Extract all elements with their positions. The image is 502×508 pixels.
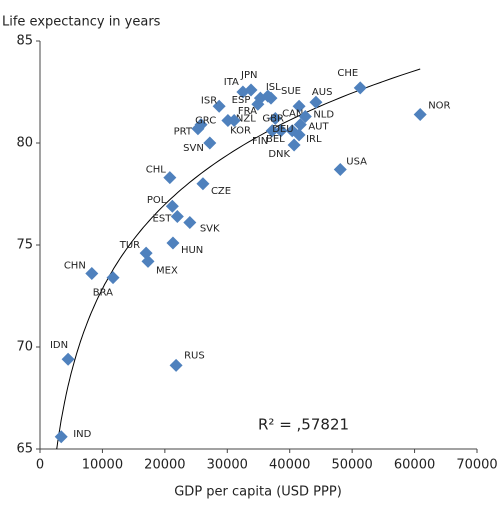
point-label: PRT: [174, 127, 193, 138]
point-label: KOR: [230, 126, 251, 137]
annotation: R² = ,57821: [258, 416, 349, 434]
x-tick-label: 30000: [207, 458, 248, 473]
point: [333, 163, 347, 177]
point-label: ESP: [232, 95, 251, 106]
point-label: CHE: [337, 68, 358, 79]
point: [203, 136, 217, 150]
y-tick-label: 85: [16, 34, 33, 49]
point: [183, 216, 197, 230]
point-label: EST: [153, 213, 173, 224]
x-axis-label: GDP per capita (USD PPP): [174, 485, 342, 500]
x-tick-label: 70000: [456, 458, 497, 473]
point-label: POL: [147, 195, 167, 206]
point-label: GBR: [262, 114, 284, 125]
point-label: HUN: [181, 245, 203, 256]
point-label: AUS: [312, 87, 333, 98]
point-label: AUT: [308, 122, 329, 133]
point: [194, 118, 208, 132]
point-label: GRC: [195, 116, 216, 127]
point-label: ITA: [224, 77, 239, 88]
point: [227, 114, 241, 128]
point-label: DEU: [272, 124, 293, 135]
point: [251, 97, 265, 111]
point-label: FRA: [238, 106, 257, 117]
point-label: TUR: [119, 240, 140, 251]
point: [287, 138, 301, 152]
y-axis-label: Life expectancy in years: [2, 15, 161, 30]
point: [293, 118, 307, 132]
y-tick-label: 70: [16, 340, 33, 355]
point-label: DNK: [268, 149, 290, 160]
x-tick-label: 10000: [82, 458, 123, 473]
x-tick-label: 20000: [144, 458, 185, 473]
point: [298, 109, 312, 123]
point-label: NZL: [236, 114, 256, 125]
y-tick-label: 80: [16, 136, 33, 151]
point: [141, 254, 155, 268]
point: [353, 81, 367, 95]
point-label: CZE: [211, 186, 231, 197]
point: [309, 95, 323, 109]
point: [274, 124, 288, 138]
point: [165, 199, 179, 213]
point: [268, 112, 282, 126]
point-label: CAN: [282, 108, 303, 119]
point-label: JPN: [240, 70, 257, 81]
point-label: ISR: [201, 95, 217, 106]
point: [170, 209, 184, 223]
x-tick-label: 40000: [269, 458, 310, 473]
point-label: FIN: [252, 136, 268, 147]
y-tick-label: 75: [16, 238, 33, 253]
point: [106, 271, 120, 285]
point: [169, 358, 183, 372]
x-tick-label: 60000: [394, 458, 435, 473]
point-label: NLD: [313, 109, 334, 120]
y-tick-label: 65: [16, 442, 33, 457]
x-tick-label: 50000: [331, 458, 372, 473]
point-label: MEX: [156, 265, 178, 276]
point: [292, 128, 306, 142]
point-label: IDN: [50, 340, 68, 351]
point: [413, 107, 427, 121]
point: [264, 91, 278, 105]
point: [166, 236, 180, 250]
point-label: BRA: [93, 288, 113, 299]
point-label: USA: [346, 157, 367, 168]
point-label: BEL: [266, 134, 285, 145]
point-label: SVK: [200, 224, 220, 235]
x-tick-label: 0: [36, 458, 44, 473]
point: [244, 83, 258, 97]
point-label: IND: [73, 429, 91, 440]
trendline: [56, 68, 421, 450]
point: [61, 352, 75, 366]
point-label: NOR: [428, 100, 450, 111]
point-label: RUS: [184, 350, 205, 361]
point: [265, 124, 279, 138]
point: [54, 430, 68, 444]
point-label: ISL: [266, 82, 281, 93]
point: [196, 177, 210, 191]
point: [212, 99, 226, 113]
point-label: CHN: [64, 261, 86, 272]
point-label: CHL: [146, 165, 167, 176]
point-label: SUE: [281, 86, 301, 97]
point: [292, 99, 306, 113]
point-label: SVN: [183, 143, 204, 154]
point-label: IRL: [306, 134, 322, 145]
point: [85, 267, 99, 281]
point: [163, 171, 177, 185]
